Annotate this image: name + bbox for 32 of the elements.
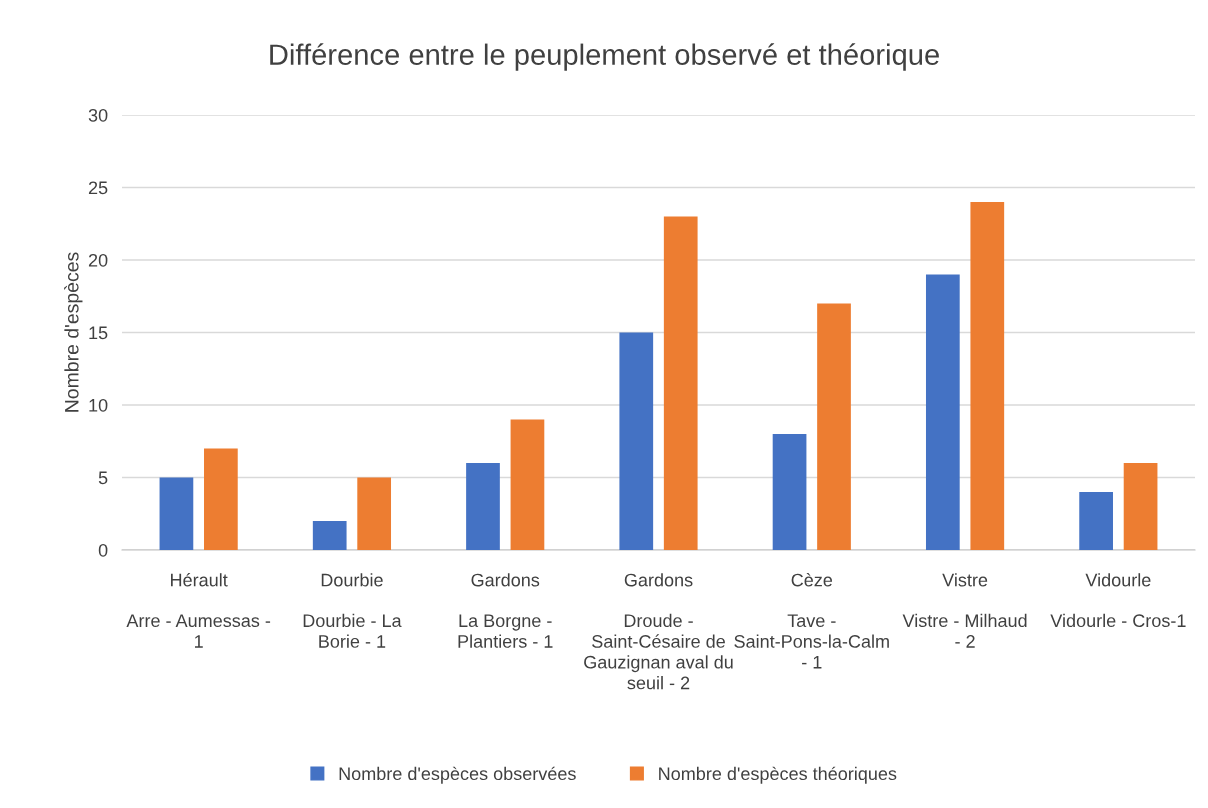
chart-title: Différence entre le peuplement observé et théorique <box>270 43 939 71</box>
y-tick-label: 0 <box>98 543 108 557</box>
category-label: Gardons Droude - Saint-Césaire de Gauzignan aval du seuil - 2 <box>584 573 733 690</box>
category-label: Cèze Tave - Saint-Pons-la-Calm - 1 <box>734 572 889 669</box>
bar <box>663 216 698 550</box>
bar <box>357 477 392 550</box>
category-label: Gardons La Borgne - Plantiers - 1 <box>458 573 553 648</box>
bar <box>1123 463 1158 550</box>
y-tick-label: 25 <box>88 181 108 195</box>
y-tick-label: 15 <box>89 326 108 340</box>
bar <box>159 477 194 550</box>
category-label: Dourbie Dourbie - La Borie - 1 <box>303 573 402 648</box>
bar <box>466 463 500 550</box>
y-tick-label: 5 <box>98 471 108 485</box>
category-label: Hérault Arre - Aumessas - 1 <box>126 572 271 648</box>
bar <box>619 332 654 550</box>
y-tick-label: 10 <box>89 398 108 412</box>
bar <box>1079 492 1113 550</box>
bar <box>925 274 960 550</box>
legend-label: Nombre d'espèces théoriques <box>659 766 897 784</box>
bar <box>510 419 545 550</box>
y-tick-label: 30 <box>88 108 108 122</box>
y-tick-label: 20 <box>88 253 108 267</box>
bar <box>817 303 851 550</box>
bar <box>204 448 238 550</box>
bar <box>772 434 807 550</box>
legend-label: Nombre d'espèces observées <box>339 766 576 784</box>
bar <box>312 521 347 550</box>
y-axis-title: Nombre d'espèces <box>64 252 83 412</box>
bar <box>970 202 1005 550</box>
category-label: Vistre Vistre - Milhaud - 2 <box>902 573 1027 648</box>
category-label: Vidourle Vidourle - Cros-1 <box>1050 573 1186 628</box>
